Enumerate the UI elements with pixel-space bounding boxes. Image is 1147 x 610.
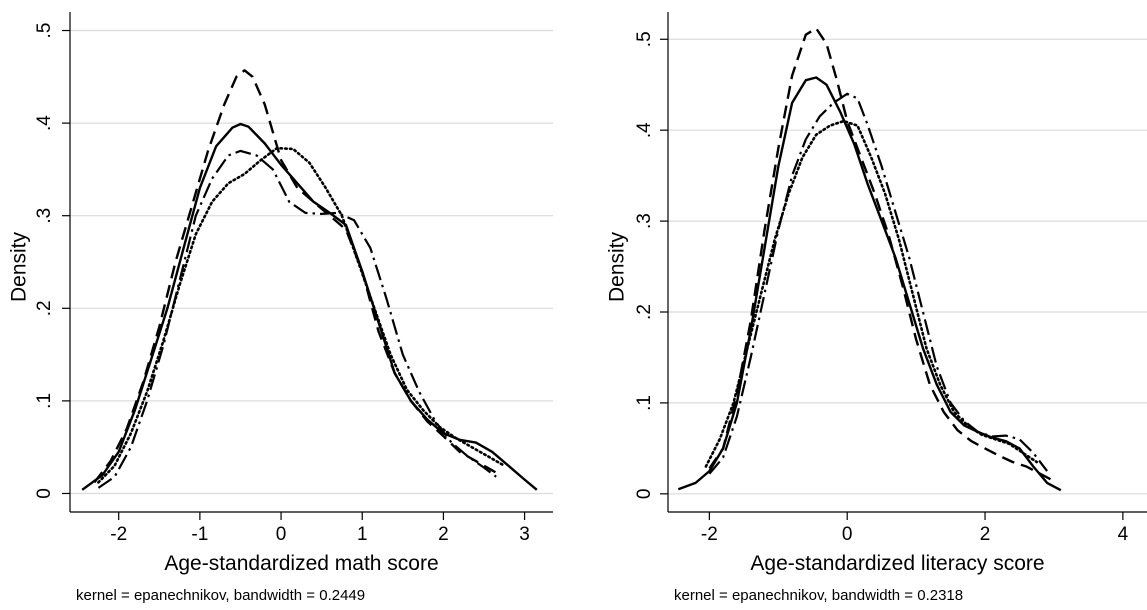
x-tick-label: 2 (438, 524, 449, 545)
density-line-dashdot (97, 149, 497, 489)
y-tick-label: .1 (34, 393, 55, 409)
density-line-solid (677, 76, 1062, 492)
density-line-solid (81, 122, 538, 491)
y-tick-label: .2 (634, 304, 655, 320)
x-tick-label: -2 (701, 524, 718, 545)
x-tick-label: 1 (357, 524, 368, 545)
density-line-dash (93, 69, 501, 484)
density-line-dash (708, 27, 1055, 483)
density-line-dashdot (708, 92, 1048, 475)
kernel-note: kernel = epanechnikov, bandwidth = 0.231… (674, 587, 963, 604)
density-line-dot (97, 146, 506, 484)
x-tick-label: 3 (519, 524, 530, 545)
y-tick-label: .1 (634, 395, 655, 411)
y-tick-label: .3 (634, 213, 655, 229)
y-tick-label: .4 (34, 115, 55, 131)
x-tick-label: -2 (110, 524, 127, 545)
y-tick-label: 0 (34, 488, 55, 499)
kernel-note: kernel = epanechnikov, bandwidth = 0.244… (76, 587, 365, 604)
density-line-dot (704, 119, 1038, 468)
gridlines (70, 29, 553, 495)
x-tick-label: 0 (276, 524, 287, 545)
x-axis-title: Age-standardized literacy score (750, 552, 1044, 575)
y-axis-title: Density (8, 231, 31, 302)
y-tick-label: .4 (634, 122, 655, 138)
y-tick-label: .5 (634, 31, 655, 47)
x-axis-title: Age-standardized math score (164, 552, 438, 575)
y-tick-label: .3 (34, 208, 55, 224)
y-tick-label: 0 (634, 489, 655, 500)
x-tick-label: 4 (1118, 524, 1129, 545)
gridlines (668, 38, 1147, 495)
y-tick-label: .5 (34, 23, 55, 39)
y-tick-label: .2 (34, 300, 55, 316)
y-axis-title: Density (606, 231, 629, 302)
x-tick-label: -1 (191, 524, 208, 545)
x-tick-label: 2 (980, 524, 991, 545)
chart-panel-1: 0 .1 .2 .3 .4 .5 -2 -1 0 1 2 3 Age-standardized math… (8, 12, 553, 604)
chart-panel-2: 0 .1 .2 .3 .4 .5 -2 0 2 4 Age-standardized literac… (606, 12, 1147, 604)
x-tick-label: 0 (842, 524, 853, 545)
